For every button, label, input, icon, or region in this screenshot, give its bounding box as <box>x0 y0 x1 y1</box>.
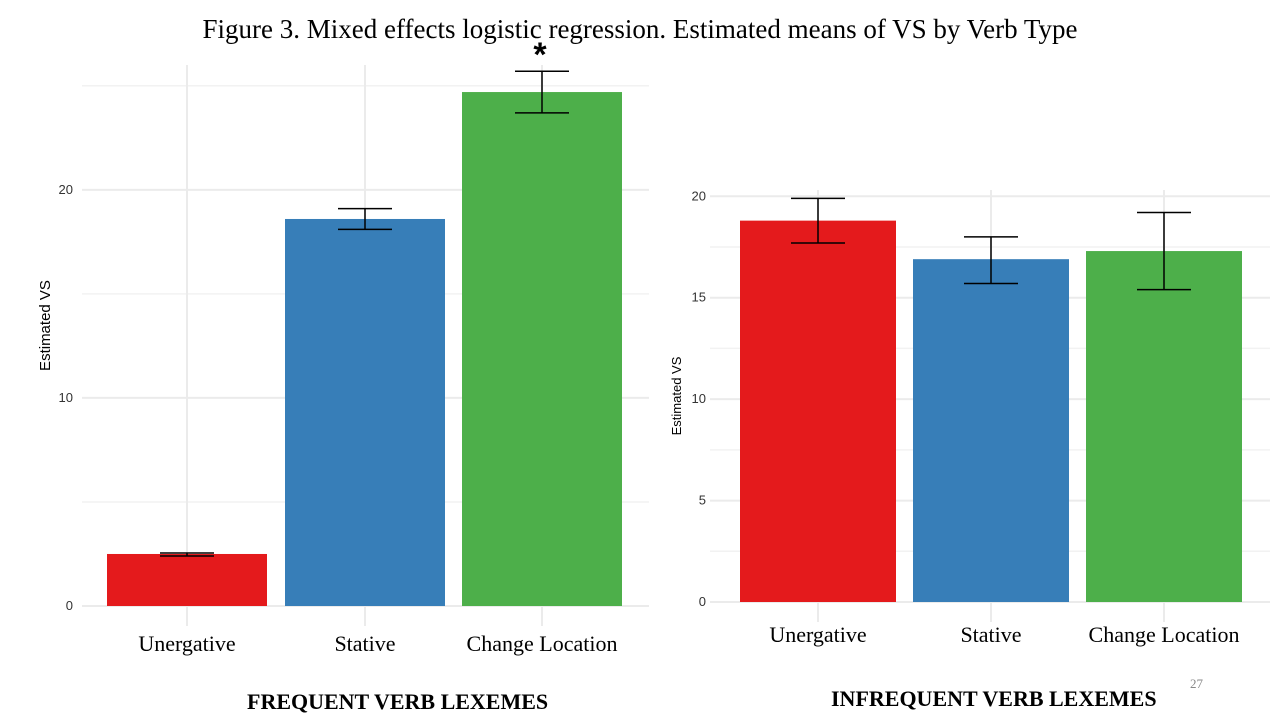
frequent-caption: FREQUENT VERB LEXEMES <box>247 689 549 714</box>
bar <box>1086 251 1242 603</box>
x-tick-label: Change Location <box>1089 622 1240 647</box>
x-tick-label: Change Location <box>467 631 618 656</box>
x-tick-label: Unergative <box>769 622 866 647</box>
bar <box>462 92 622 607</box>
y-axis-label: Estimated VS <box>37 280 54 371</box>
y-tick-label: 15 <box>692 290 706 305</box>
frequent-chart: 0 10 20 Estimated VS Unergative Stative Change… <box>37 36 649 656</box>
slide-number: 27 <box>1190 676 1203 691</box>
y-tick-label: 0 <box>66 598 73 613</box>
significance-marker: * <box>533 36 547 74</box>
bar <box>913 259 1069 602</box>
bar <box>285 218 445 606</box>
bar <box>740 220 896 602</box>
y-tick-label: 20 <box>692 188 706 203</box>
x-tick-label: Unergative <box>138 631 235 656</box>
y-tick-label: 5 <box>699 493 706 508</box>
y-axis-label: Estimated VS <box>669 356 684 435</box>
infrequent-caption: INFREQUENT VERB LEXEMES <box>831 686 1157 711</box>
y-tick-label: 10 <box>59 390 73 405</box>
infrequent-chart: 0 5 10 15 20 Estimated VS Unergative Stative Cha… <box>669 188 1270 647</box>
y-tick-label: 0 <box>699 594 706 609</box>
y-tick-label: 10 <box>692 391 706 406</box>
figure-title: Figure 3. Mixed effects logistic regress… <box>202 14 1078 44</box>
x-tick-label: Stative <box>334 631 395 656</box>
y-tick-label: 20 <box>59 182 73 197</box>
bar <box>107 553 267 606</box>
x-tick-label: Stative <box>960 622 1021 647</box>
